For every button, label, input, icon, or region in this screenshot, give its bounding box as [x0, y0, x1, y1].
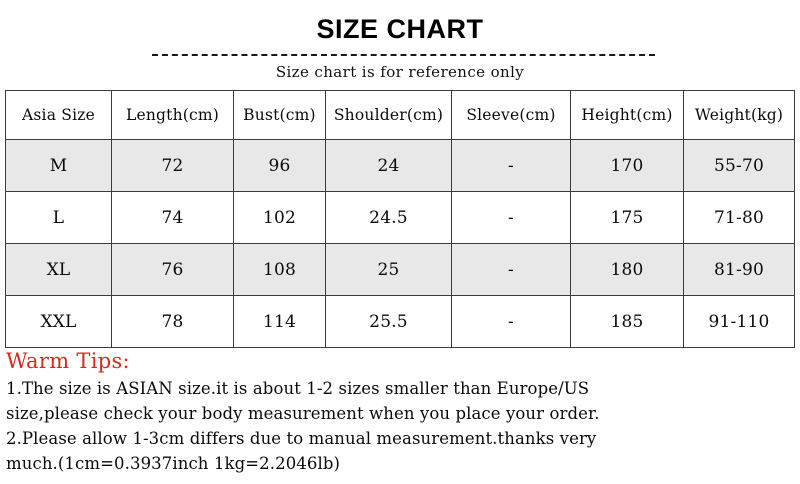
- cell-length: 76: [111, 243, 234, 296]
- table-row: XXL 78 114 25.5 - 185 91-110: [5, 295, 795, 348]
- cell-size: XXL: [5, 295, 112, 348]
- cell-weight: 91-110: [683, 295, 795, 348]
- subtitle-reference-note: Size chart is for reference only: [275, 63, 525, 81]
- cell-shoulder: 25.5: [325, 295, 452, 348]
- cell-shoulder: 24: [325, 139, 452, 192]
- table-row: M 72 96 24 - 170 55-70: [5, 139, 795, 192]
- cell-height: 170: [570, 139, 684, 192]
- cell-height: 175: [570, 191, 684, 244]
- cell-shoulder: 24.5: [325, 191, 452, 244]
- cell-size: XL: [5, 243, 112, 296]
- cell-size: M: [5, 139, 112, 192]
- cell-bust: 96: [233, 139, 326, 192]
- page-title: SIZE CHART: [316, 14, 484, 44]
- dashed-divider: [152, 54, 655, 56]
- column-header-weight: Weight(kg): [683, 90, 795, 140]
- cell-sleeve: -: [451, 243, 571, 296]
- cell-length: 78: [111, 295, 234, 348]
- column-header-length: Length(cm): [111, 90, 234, 140]
- cell-height: 185: [570, 295, 684, 348]
- cell-weight: 71-80: [683, 191, 795, 244]
- column-header-shoulder: Shoulder(cm): [325, 90, 452, 140]
- table-row: L 74 102 24.5 - 175 71-80: [5, 191, 795, 244]
- cell-sleeve: -: [451, 191, 571, 244]
- column-header-asia-size: Asia Size: [5, 90, 112, 140]
- cell-bust: 102: [233, 191, 326, 244]
- cell-weight: 81-90: [683, 243, 795, 296]
- cell-size: L: [5, 191, 112, 244]
- warm-tips-line: 2.Please allow 1-3cm differs due to manu…: [6, 429, 597, 448]
- warm-tips-heading: Warm Tips:: [6, 349, 130, 373]
- size-chart-table-container: Asia Size Length(cm) Bust(cm) Shoulder(c…: [5, 90, 795, 348]
- warm-tips-line: 1.The size is ASIAN size.it is about 1-2…: [6, 379, 590, 398]
- cell-sleeve: -: [451, 295, 571, 348]
- warm-tips-line: much.(1cm=0.3937inch 1kg=2.2046lb): [6, 454, 341, 473]
- cell-bust: 114: [233, 295, 326, 348]
- cell-sleeve: -: [451, 139, 571, 192]
- column-header-height: Height(cm): [570, 90, 684, 140]
- warm-tips-section: Warm Tips: 1.The size is ASIAN size.it i…: [6, 348, 796, 476]
- cell-weight: 55-70: [683, 139, 795, 192]
- cell-length: 74: [111, 191, 234, 244]
- table-header-row: Asia Size Length(cm) Bust(cm) Shoulder(c…: [5, 90, 795, 140]
- cell-shoulder: 25: [325, 243, 452, 296]
- table-row: XL 76 108 25 - 180 81-90: [5, 243, 795, 296]
- column-header-bust: Bust(cm): [233, 90, 326, 140]
- cell-height: 180: [570, 243, 684, 296]
- warm-tips-line: size,please check your body measurement …: [6, 404, 600, 423]
- size-chart-table: Asia Size Length(cm) Bust(cm) Shoulder(c…: [5, 90, 795, 348]
- column-header-sleeve: Sleeve(cm): [451, 90, 571, 140]
- cell-bust: 108: [233, 243, 326, 296]
- cell-length: 72: [111, 139, 234, 192]
